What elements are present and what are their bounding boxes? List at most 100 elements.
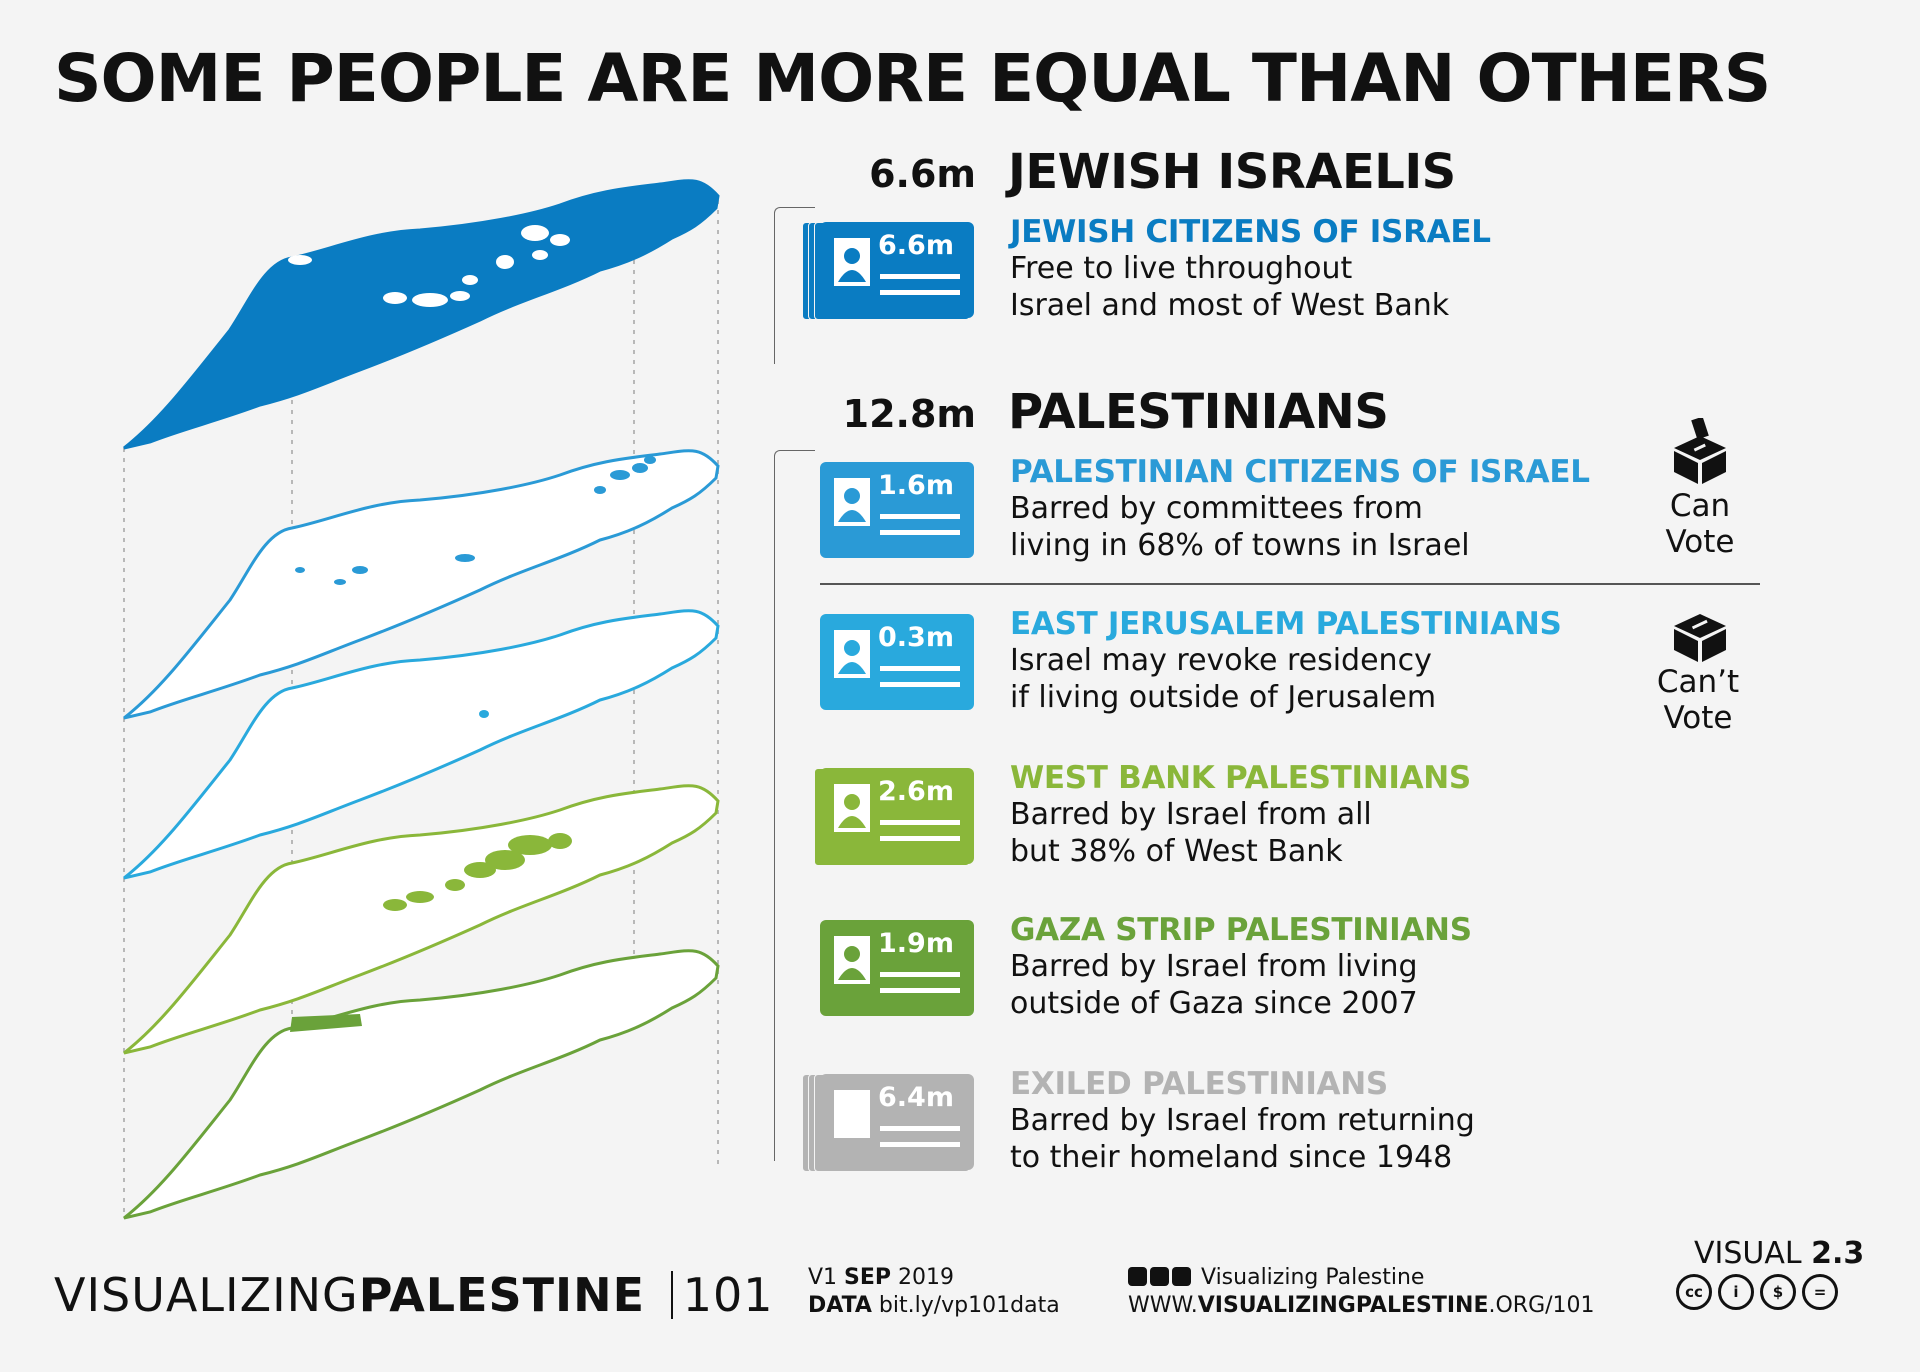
settlement-area: [594, 486, 606, 494]
person-icon: [834, 1090, 870, 1138]
palestinian-population: 12.8m: [842, 392, 976, 436]
card-line: [880, 514, 960, 519]
nc-icon: $: [1760, 1274, 1796, 1310]
subgroup-title: JEWISH CITIZENS OF ISRAEL: [1010, 214, 1491, 250]
subgroup-description: Barred by committees from living in 68% o…: [1010, 491, 1470, 563]
subgroup-title: GAZA STRIP PALESTINIANS: [1010, 912, 1472, 948]
card-line: [880, 1126, 960, 1131]
social-links: Visualizing Palestine WWW.VISUALIZINGPAL…: [1128, 1264, 1595, 1320]
settlement-area: [412, 293, 448, 307]
settlement-area: [550, 234, 570, 246]
settlement-area: [644, 456, 656, 464]
id-card: 6.6m: [800, 222, 980, 322]
version-info: V1 SEP 2019 DATA bit.ly/vp101data: [808, 1265, 1060, 1318]
settlement-area: [352, 566, 368, 574]
settlement-area: [521, 225, 549, 241]
nd-icon: =: [1802, 1274, 1838, 1310]
card-line: [880, 820, 960, 825]
visual-number: VISUAL 2.3: [1694, 1236, 1865, 1271]
id-card-face: 1.6m: [820, 462, 974, 558]
settlement-area: [532, 250, 548, 260]
page-title: SOME PEOPLE ARE MORE EQUAL THAN OTHERS: [54, 40, 1771, 117]
card-line: [880, 988, 960, 993]
settlement-area: [383, 899, 407, 911]
settlement-area: [496, 255, 514, 269]
website-link[interactable]: WWW.VISUALIZINGPALESTINE.ORG/101: [1128, 1293, 1595, 1318]
ballot-box-icon: [1674, 418, 1726, 484]
settlement-area: [464, 862, 496, 878]
card-line: [880, 682, 960, 687]
card-value: 1.9m: [878, 928, 954, 959]
twitter-icon[interactable]: [1150, 1267, 1169, 1286]
ballot-box-icon: [1674, 614, 1726, 662]
settlement-area: [462, 275, 478, 285]
subgroup-description: Free to live throughout Israel and most o…: [1010, 251, 1450, 323]
settlement-area: [288, 255, 312, 265]
subgroup-description: Barred by Israel from living outside of G…: [1010, 949, 1418, 1021]
card-value: 6.4m: [878, 1082, 954, 1113]
person-icon: [834, 238, 870, 286]
gaza-area: [290, 1014, 362, 1032]
license-icons: cc i $ =: [1676, 1274, 1844, 1310]
card-line: [880, 290, 960, 295]
id-card: 6.4m: [800, 1074, 980, 1174]
map-layer-palestinian-citizens: [123, 449, 720, 720]
map-layer-jewish-israelis: [123, 179, 720, 450]
settlement-area: [508, 835, 552, 855]
subgroup-title: EXILED PALESTINIANS: [1010, 1066, 1388, 1102]
card-value: 1.6m: [878, 470, 954, 501]
id-card-face: 0.3m: [820, 614, 974, 710]
person-icon: [834, 630, 870, 678]
cc-icon: cc: [1676, 1274, 1712, 1310]
settlement-area: [485, 850, 525, 870]
settlement-area: [450, 291, 470, 301]
id-card-face: 2.6m: [820, 768, 974, 864]
id-card: 2.6m: [800, 768, 980, 868]
settlement-area: [479, 710, 489, 718]
card-line: [880, 1142, 960, 1147]
subgroup-description: Barred by Israel from all but 38% of West…: [1010, 797, 1372, 869]
subgroup-title: PALESTINIAN CITIZENS OF ISRAEL: [1010, 454, 1590, 490]
brand-logo: VISUALIZINGPALESTINE 101: [54, 1268, 774, 1322]
card-value: 0.3m: [878, 622, 954, 653]
facebook-icon[interactable]: [1172, 1267, 1191, 1286]
card-line: [880, 274, 960, 279]
map-layer-west-bank: [123, 784, 720, 1055]
person-icon: [834, 478, 870, 526]
settlement-area: [334, 579, 346, 585]
settlement-area: [445, 879, 465, 891]
card-value: 6.6m: [878, 230, 954, 261]
brand-separator: [670, 1271, 673, 1319]
settlement-area: [610, 470, 630, 480]
id-card: 1.6m: [800, 462, 980, 562]
palestinian-bracket: [774, 450, 815, 1161]
id-card: 0.3m: [800, 614, 980, 714]
cant-vote-label: Can’t Vote: [1656, 664, 1740, 736]
settlement-area: [548, 833, 572, 849]
card-line: [880, 836, 960, 841]
subgroup-description: Israel may revoke residency if living out…: [1010, 643, 1437, 715]
palestinian-group-name: PALESTINIANS: [1008, 384, 1389, 440]
card-line: [880, 530, 960, 535]
card-value: 2.6m: [878, 776, 954, 807]
data-link[interactable]: bit.ly/vp101data: [878, 1293, 1060, 1318]
subgroup-title: EAST JERUSALEM PALESTINIANS: [1010, 606, 1562, 642]
id-card: 1.9m: [800, 920, 980, 1020]
settlement-area: [455, 554, 475, 562]
settlement-area: [383, 292, 407, 304]
id-card-face: 6.4m: [820, 1074, 974, 1170]
card-line: [880, 666, 960, 671]
settlement-area: [632, 463, 648, 473]
instagram-icon[interactable]: [1128, 1267, 1147, 1286]
map-layer-east-jerusalem: [123, 609, 720, 880]
card-line: [880, 972, 960, 977]
can-vote-label: Can Vote: [1665, 488, 1735, 560]
person-icon: [834, 784, 870, 832]
subgroup-description: Barred by Israel from returning to their …: [1010, 1103, 1475, 1175]
jewish-group-name: JEWISH ISRAELIS: [1008, 144, 1456, 200]
jewish-bracket: [774, 207, 815, 364]
person-icon: [834, 936, 870, 984]
map-layer-gaza: [123, 949, 720, 1220]
subgroup-title: WEST BANK PALESTINIANS: [1010, 760, 1471, 796]
